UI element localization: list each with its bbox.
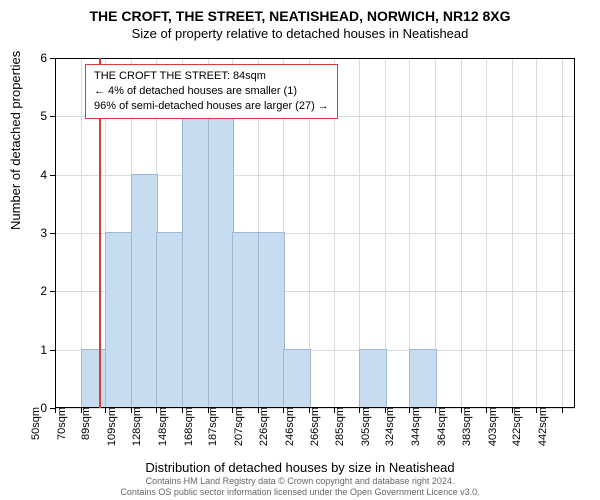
chart-subtitle: Size of property relative to detached ho…	[0, 26, 600, 41]
chart-title: THE CROFT, THE STREET, NEATISHEAD, NORWI…	[0, 0, 600, 24]
grid-line	[512, 58, 513, 408]
histogram-bar	[156, 232, 184, 408]
y-tick-label: 4	[40, 168, 47, 182]
histogram-bar	[409, 349, 437, 408]
histogram-bar	[81, 349, 108, 408]
histogram-bar	[258, 232, 285, 408]
footer-line-2: Contains OS public sector information li…	[0, 487, 600, 498]
y-tick-label: 6	[40, 51, 47, 65]
histogram-bar	[105, 232, 133, 408]
x-tick-label: 422sqm	[511, 389, 523, 439]
y-tick-label: 2	[40, 284, 47, 298]
x-tick-label: 403sqm	[487, 389, 499, 439]
grid-line	[486, 58, 487, 408]
info-line: THE CROFT THE STREET: 84sqm	[94, 69, 329, 84]
x-tick-label: 364sqm	[436, 389, 448, 439]
histogram-bar	[131, 174, 158, 408]
grid-line	[461, 58, 462, 408]
x-tick-label: 442sqm	[537, 389, 549, 439]
x-tick-label: 266sqm	[309, 389, 321, 439]
histogram-bar	[283, 349, 311, 408]
histogram-bar	[208, 115, 235, 408]
info-line: 96% of semi-detached houses are larger (…	[94, 99, 329, 114]
histogram-bar	[359, 349, 387, 408]
axis-line	[55, 58, 56, 408]
grid-line	[562, 58, 563, 408]
plot-area: 012345650sqm70sqm89sqm109sqm128sqm148sqm…	[55, 58, 575, 408]
y-tick-label: 1	[40, 343, 47, 357]
x-tick	[562, 408, 563, 413]
x-tick-label: 50sqm	[30, 389, 42, 439]
axis-line	[574, 58, 575, 408]
info-line: ← 4% of detached houses are smaller (1)	[94, 84, 329, 99]
histogram-bar	[182, 115, 210, 408]
footer-attribution: Contains HM Land Registry data © Crown c…	[0, 476, 600, 498]
grid-line	[536, 58, 537, 408]
axis-line	[55, 407, 575, 408]
y-axis-label: Number of detached properties	[8, 51, 23, 230]
x-tick-label: 70sqm	[56, 389, 68, 439]
footer-line-1: Contains HM Land Registry data © Crown c…	[0, 476, 600, 487]
property-info-box: THE CROFT THE STREET: 84sqm← 4% of detac…	[85, 64, 338, 119]
x-axis-label: Distribution of detached houses by size …	[0, 460, 600, 475]
y-tick-label: 5	[40, 109, 47, 123]
x-tick-label: 383sqm	[461, 389, 473, 439]
x-tick-label: 285sqm	[334, 389, 346, 439]
y-tick-label: 3	[40, 226, 47, 240]
histogram-bar	[232, 232, 260, 408]
axis-line	[55, 58, 575, 59]
